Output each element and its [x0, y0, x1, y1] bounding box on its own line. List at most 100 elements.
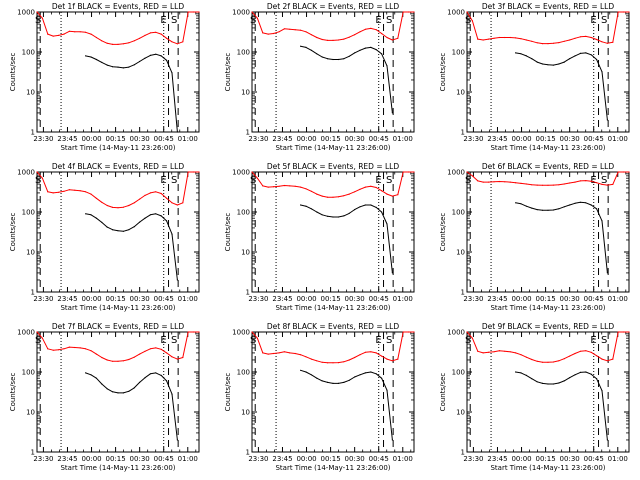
lld-point: [321, 195, 323, 197]
events-point: [375, 373, 377, 375]
events-point: [552, 64, 555, 66]
lld-point: [106, 42, 108, 44]
lld-point: [273, 352, 275, 355]
lld-point: [155, 31, 157, 33]
lld-point: [278, 352, 280, 354]
marker-label: S: [386, 15, 392, 26]
lld-point: [321, 361, 323, 363]
events-point: [569, 204, 571, 206]
lld-point: [176, 358, 178, 360]
x-axis-label: Start Time (14-May-11 23:26:00): [490, 464, 605, 472]
marker-label: E: [590, 335, 596, 346]
lld-point: [585, 350, 587, 352]
x-tick-label: 00:00: [81, 455, 101, 463]
marker-label: S: [35, 15, 41, 26]
events-point: [606, 119, 609, 121]
events-point: [305, 205, 307, 207]
lld-point: [601, 358, 603, 360]
lld-point: [305, 31, 307, 33]
lld-point: [574, 181, 576, 183]
lld-point: [466, 11, 468, 13]
chart-panel: Det 6f BLACK = Events, RED = LLD 1 10 100 10…: [439, 162, 630, 312]
events-series-line: [300, 45, 393, 113]
events-point: [139, 221, 141, 223]
lld-point: [402, 11, 404, 13]
y-tick-label: 1000: [17, 169, 35, 177]
lld-point: [90, 33, 92, 35]
lld-point: [182, 202, 184, 204]
events-point: [332, 216, 334, 218]
lld-point: [585, 180, 587, 182]
lld-point: [117, 207, 119, 209]
x-axis-label: Start Time (14-May-11 23:26:00): [60, 304, 175, 312]
lld-point: [327, 362, 329, 364]
events-point: [144, 57, 146, 59]
lld-point: [106, 204, 108, 207]
events-point: [117, 392, 119, 394]
lld-point: [41, 177, 44, 179]
lld-point: [294, 185, 296, 187]
lld-point: [289, 28, 291, 30]
lld-point: [381, 190, 383, 192]
lld-point: [515, 182, 517, 184]
events-point: [149, 54, 151, 57]
x-tick-label: 00:15: [321, 135, 341, 143]
events-point: [176, 439, 178, 441]
events-point: [139, 60, 141, 63]
marker-label: E: [375, 15, 381, 26]
lld-point: [391, 39, 393, 41]
events-point: [585, 202, 587, 204]
lld-point: [515, 37, 517, 39]
lld-point: [482, 181, 484, 183]
lld-point: [316, 36, 318, 39]
marker-label: S: [171, 15, 177, 26]
x-tick-label: 00:00: [296, 455, 316, 463]
y-tick-label: 10: [456, 409, 465, 417]
marker-label: S: [465, 15, 471, 26]
plot-frame: [36, 11, 200, 133]
events-point: [569, 58, 571, 60]
lld-point: [563, 183, 565, 185]
events-point: [166, 59, 168, 61]
events-point: [536, 381, 538, 383]
events-point: [370, 46, 372, 49]
marker-label: S: [35, 335, 41, 346]
lld-point: [493, 351, 495, 353]
lld-point: [596, 355, 598, 357]
x-tick-label: 01:00: [608, 455, 628, 463]
lld-point: [488, 351, 490, 353]
lld-point: [364, 28, 366, 30]
lld-point: [590, 180, 592, 182]
lld-point: [327, 196, 329, 198]
y-tick-label: 1: [31, 129, 35, 137]
events-point: [337, 58, 339, 61]
lld-point: [149, 348, 151, 350]
lld-point: [482, 39, 484, 41]
events-point: [542, 63, 544, 65]
x-tick-label: 00:45: [154, 295, 174, 303]
events-point: [171, 393, 173, 395]
lld-point: [628, 171, 630, 173]
lld-point: [585, 35, 587, 38]
events-point: [547, 64, 549, 66]
x-tick-label: 00:15: [536, 135, 556, 143]
events-point: [370, 371, 372, 373]
lld-point: [198, 171, 200, 173]
events-point: [381, 377, 383, 379]
events-point: [171, 233, 173, 235]
events-point: [364, 204, 366, 206]
lld-point: [133, 40, 135, 42]
events-point: [601, 390, 603, 392]
events-point: [321, 56, 323, 58]
lld-point: [547, 43, 549, 45]
x-tick-label: 00:45: [154, 135, 174, 143]
events-point: [547, 209, 549, 211]
y-tick-label: 1: [31, 449, 35, 457]
events-point: [166, 380, 168, 382]
lld-point: [149, 192, 151, 194]
events-point: [525, 55, 528, 57]
lld-point: [569, 39, 571, 41]
chart-title: Det 9f BLACK = Events, RED = LLD: [482, 322, 615, 331]
marker-label: S: [171, 335, 177, 346]
lld-point: [300, 186, 302, 188]
